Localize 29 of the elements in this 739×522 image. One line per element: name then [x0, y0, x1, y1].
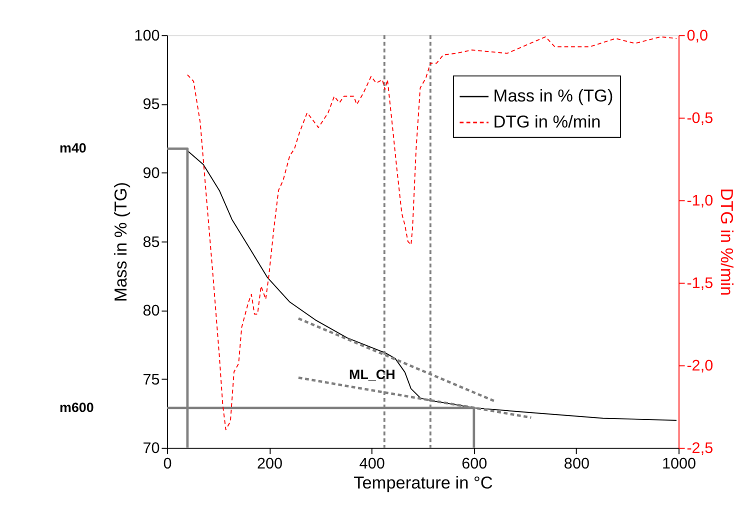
x-tick-label: 600: [462, 455, 488, 472]
x-tick-label: 0: [163, 455, 172, 472]
y-tick-label: 75: [142, 371, 160, 388]
y2-tick-label: -1,5: [686, 275, 714, 292]
y2-tick-label: 0,0: [686, 27, 708, 44]
x-tick-label: 400: [359, 455, 385, 472]
y-tick-label: 90: [142, 165, 160, 182]
y-axis-title: Mass in % (TG): [110, 182, 130, 302]
y2-tick-label: -1,0: [686, 192, 714, 210]
y-tick-label: 70: [142, 440, 160, 458]
legend-label: DTG in %/min: [493, 111, 601, 132]
x-axis-title: Temperature in °C: [354, 472, 493, 493]
text: m40: [60, 140, 86, 156]
y-tick-label: 100: [134, 27, 160, 44]
line-series: [186, 36, 677, 430]
y2-tick-label: -0,5: [686, 110, 714, 127]
y2-axis-title: DTG in %/min: [716, 188, 737, 296]
y2-tick-label: -2,5: [686, 440, 714, 458]
y-tick-label: 95: [142, 96, 160, 114]
annotation: ML_CH: [349, 366, 396, 382]
y-tick-label: 85: [142, 234, 160, 251]
text: m600: [60, 400, 94, 415]
x-tick-label: 200: [256, 455, 283, 472]
x-tick-label: 800: [564, 455, 590, 472]
x-tick-label: 1000: [662, 455, 696, 472]
y-tick-label: 80: [142, 302, 160, 320]
y2-tick-label: -2,0: [686, 358, 714, 375]
line-series: [186, 150, 677, 421]
legend-label: Mass in % (TG): [493, 85, 614, 106]
